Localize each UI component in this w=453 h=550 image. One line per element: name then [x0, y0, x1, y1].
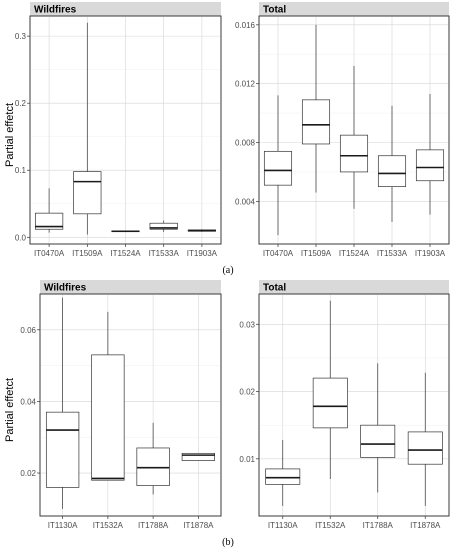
- panel-a-total: Total 0.004 0.008 0.012 0.016 IT0470A IT1509A I…: [235, 2, 450, 258]
- y-tick-label-b-total: 0.01: [239, 455, 255, 464]
- box-iqr: [263, 150, 293, 186]
- boxplot-a-total-IT1903A: [415, 93, 445, 215]
- y-tick-label-a-wildfires: 0.0: [15, 233, 27, 242]
- boxplot-b-wildfires-IT1788A: [136, 422, 170, 495]
- panel-a-wildfires: Wildfires 0.0 0.1 0.2 0.3 IT0470A IT1509A IT152…: [15, 2, 222, 258]
- x-tick-label-a-wildfires: IT1509A: [72, 249, 103, 258]
- y-tick-label-a-total: 0.008: [235, 139, 256, 148]
- panel-title-a-wildfires: Wildfires: [34, 5, 77, 16]
- box-iqr: [377, 155, 407, 187]
- y-tick-label-b-wildfires: 0.04: [20, 397, 36, 406]
- x-tick-label-a-total: IT1533A: [377, 249, 408, 258]
- figure-label-b: (b): [222, 537, 234, 548]
- box-iqr: [312, 377, 348, 429]
- x-tick-label-a-total: IT0470A: [263, 249, 294, 258]
- x-tick-label-b-wildfires: IT1130A: [48, 521, 78, 530]
- box-iqr: [407, 431, 443, 465]
- box-iqr: [149, 222, 178, 230]
- box-iqr: [45, 411, 80, 488]
- x-tick-label-b-wildfires: IT1878A: [183, 521, 214, 530]
- y-tick-label-a-wildfires: 0.3: [15, 32, 27, 41]
- y-tick-label-a-wildfires: 0.1: [15, 166, 27, 175]
- x-tick-label-b-total: IT1532A: [315, 521, 346, 530]
- boxplot-a-wildfires-IT1524A: [111, 230, 140, 233]
- y-tick-label-b-wildfires: 0.06: [20, 326, 36, 335]
- y-axis-label-b: Partial effetct: [4, 378, 16, 442]
- strip-a-total: [259, 2, 449, 16]
- boxplot-a-total-IT1509A: [301, 24, 331, 193]
- boxplot-a-wildfires-IT1903A: [187, 229, 217, 232]
- boxplot-b-total-IT1130A: [265, 439, 301, 506]
- x-tick-label-b-wildfires: IT1532A: [93, 521, 124, 530]
- y-tick-label-a-total: 0.012: [235, 80, 256, 89]
- y-tick-label-b-total: 0.02: [239, 388, 255, 397]
- boxplot-b-total-IT1788A: [360, 363, 396, 493]
- boxplot-b-total-IT1878A: [407, 372, 443, 506]
- x-tick-label-a-wildfires: IT1524A: [110, 249, 141, 258]
- panel-border-a-total: [258, 15, 450, 245]
- x-tick-label-a-wildfires: IT1533A: [149, 249, 180, 258]
- x-tick-label-b-total: IT1130A: [268, 521, 298, 530]
- y-tick-label-b-total: 0.03: [239, 320, 255, 329]
- boxplot-a-wildfires-IT0470A: [34, 188, 64, 233]
- box-iqr: [34, 212, 64, 230]
- boxplot-a-total-IT0470A: [263, 95, 293, 236]
- y-axis-label-a: Partial effetct: [4, 103, 16, 167]
- box-iqr: [73, 171, 102, 215]
- strip-b-wildfires: [40, 280, 221, 294]
- panel-title-a-total: Total: [263, 5, 286, 16]
- box-iqr: [91, 354, 125, 481]
- x-tick-label-b-wildfires: IT1788A: [138, 521, 169, 530]
- y-tick-label-a-total: 0.004: [235, 197, 256, 206]
- x-tick-label-a-total: IT1509A: [301, 249, 332, 258]
- box-iqr: [265, 468, 301, 485]
- box-iqr: [415, 149, 445, 182]
- y-tick-label-a-wildfires: 0.2: [15, 99, 27, 108]
- x-tick-label-b-total: IT1788A: [363, 521, 394, 530]
- boxplot-b-wildfires-IT1532A: [91, 311, 125, 481]
- strip-a-wildfires: [30, 2, 221, 16]
- panel-border-b-total: [258, 293, 450, 517]
- x-tick-label-a-wildfires: IT1903A: [187, 249, 218, 258]
- panel-title-b-total: Total: [263, 283, 286, 294]
- strip-b-total: [259, 280, 449, 294]
- boxplot-a-wildfires-IT1533A: [149, 220, 178, 232]
- panel-border-a-wildfires: [29, 15, 222, 245]
- panel-b-wildfires: Wildfires 0.02 0.04 0.06 IT1130A IT1532A IT178…: [20, 280, 222, 530]
- panel-title-b-wildfires: Wildfires: [44, 283, 87, 294]
- box-iqr: [360, 424, 396, 458]
- figure-label-a: (a): [222, 265, 233, 276]
- box-iqr: [301, 99, 331, 145]
- panel-border-b-wildfires: [39, 293, 222, 517]
- box-iqr: [181, 452, 216, 461]
- box-iqr: [136, 447, 170, 486]
- panel-b-total: Total 0.01 0.02 0.03 IT1130A IT1532A IT1788A IT…: [239, 280, 450, 530]
- box-iqr: [339, 134, 369, 173]
- boxplot-a-total-IT1533A: [377, 105, 407, 222]
- x-tick-label-a-total: IT1903A: [415, 249, 446, 258]
- x-tick-label-a-total: IT1524A: [339, 249, 370, 258]
- x-tick-label-a-wildfires: IT0470A: [34, 249, 65, 258]
- boxplot-b-wildfires-IT1130A: [45, 297, 80, 509]
- boxplot-b-total-IT1532A: [312, 300, 348, 479]
- x-tick-label-b-total: IT1878A: [410, 521, 441, 530]
- boxplot-b-wildfires-IT1878A: [181, 452, 216, 461]
- boxplot-a-wildfires-IT1509A: [73, 22, 102, 235]
- boxplot-a-total-IT1524A: [339, 66, 369, 209]
- y-tick-label-a-total: 0.016: [235, 21, 256, 30]
- y-tick-label-b-wildfires: 0.02: [20, 469, 36, 478]
